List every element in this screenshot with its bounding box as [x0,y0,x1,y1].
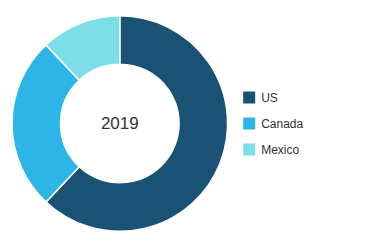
center-text: 2019 [101,114,139,133]
legend-item: Canada [243,117,303,131]
legend-item: US [243,91,278,105]
legend-label: Mexico [261,143,299,157]
legend-swatch [243,92,255,104]
slice [46,16,228,232]
legend-swatch [243,144,255,156]
legend-label: US [261,91,278,105]
pie: 2019 [12,16,228,232]
legend-swatch [243,118,255,130]
slice [46,16,120,81]
legend: US Canada Mexico [243,91,303,157]
legend-item: Mexico [243,143,299,157]
chart: 2019 US Canada Mexico [0,0,386,247]
legend-label: Canada [261,117,303,131]
